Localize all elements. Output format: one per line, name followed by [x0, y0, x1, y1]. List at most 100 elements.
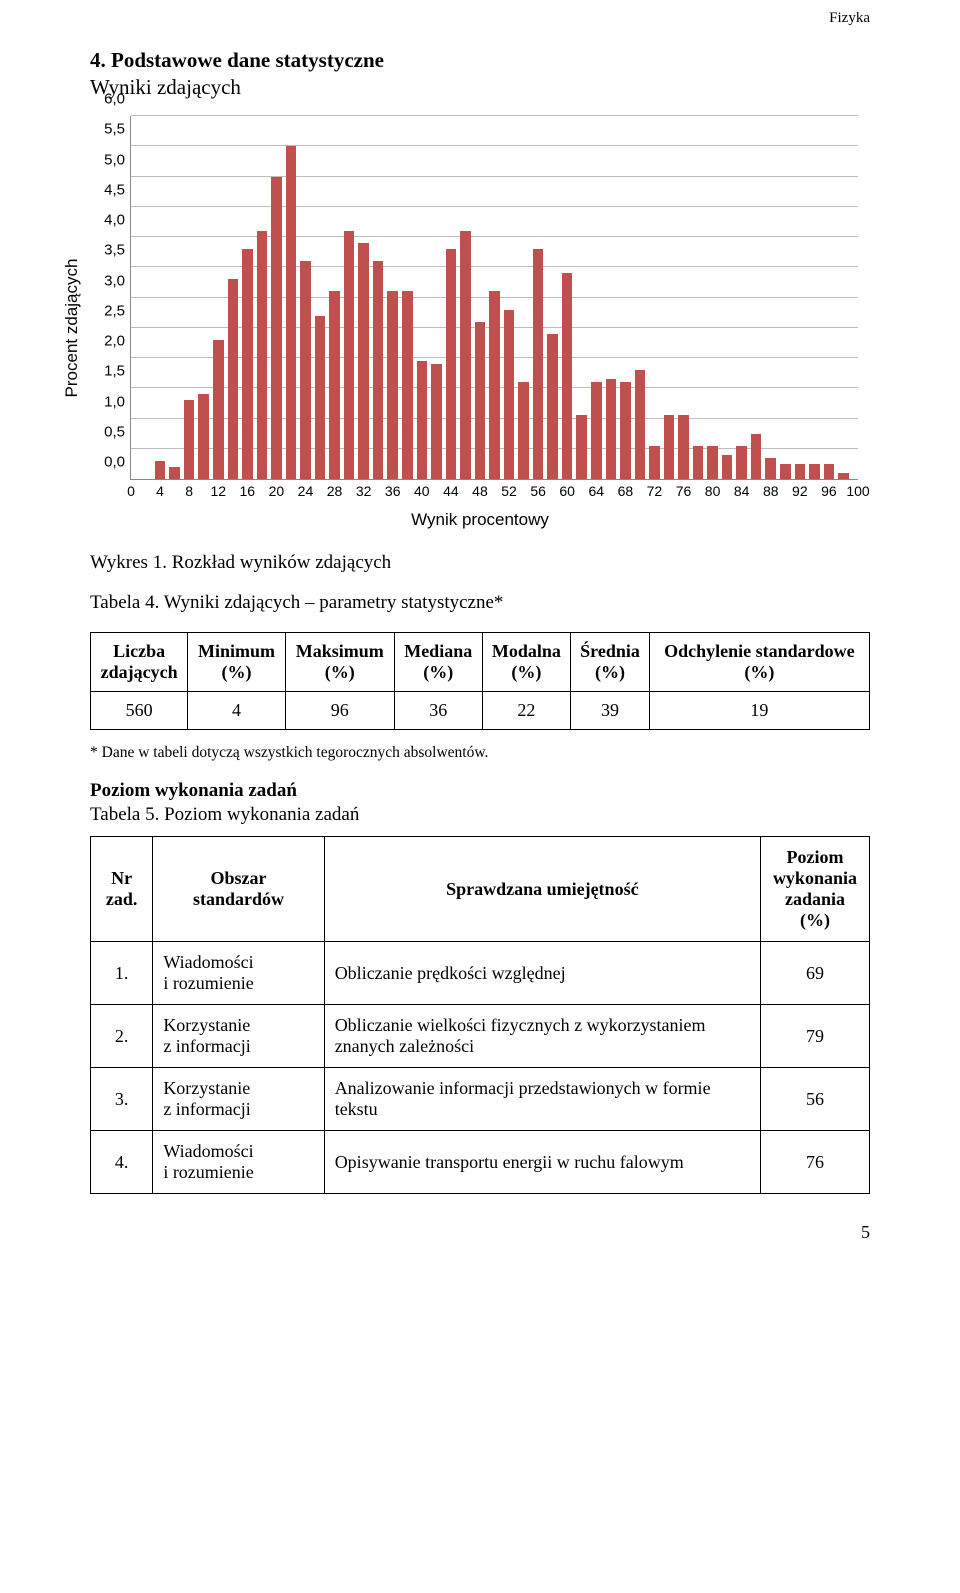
x-tick-label: 24 [298, 479, 314, 499]
chart-bar [765, 458, 776, 479]
chart-bar [824, 464, 835, 479]
chart-bar [373, 261, 384, 479]
task-percent-cell: 76 [760, 1131, 869, 1194]
chart-bar [518, 382, 529, 479]
task-skill-cell: Analizowanie informacji przedstawionych … [324, 1068, 760, 1131]
table5-header-cell: Nrzad. [91, 837, 153, 942]
chart-bar [475, 322, 486, 479]
chart-bar [387, 291, 398, 479]
x-tick-label: 76 [676, 479, 692, 499]
chart-bar [649, 446, 660, 479]
chart-bar [228, 279, 239, 479]
table5-header-cell: Sprawdzana umiejętność [324, 837, 760, 942]
x-tick-label: 72 [647, 479, 663, 499]
chart-bar [606, 379, 617, 479]
x-tick-label: 56 [530, 479, 546, 499]
chart-bar [358, 243, 369, 479]
y-tick-label: 0,0 [104, 454, 131, 471]
chart-bar [533, 249, 544, 479]
chart-bar [242, 249, 253, 479]
x-tick-label: 96 [821, 479, 837, 499]
table5-caption: Tabela 5. Poziom wykonania zadań [90, 804, 870, 826]
table-row: 2.Korzystaniez informacjiObliczanie wiel… [91, 1005, 870, 1068]
section-heading: 4. Podstawowe dane statystyczne [90, 48, 870, 73]
chart-bar [751, 434, 762, 479]
page: Fizyka 4. Podstawowe dane statystyczne W… [0, 0, 960, 1283]
chart-bar [707, 446, 718, 479]
x-tick-label: 8 [185, 479, 193, 499]
chart-bar [286, 146, 297, 479]
table-statistics: LiczbazdającychMinimum(%)Maksimum(%)Medi… [90, 632, 870, 730]
chart-bar [300, 261, 311, 479]
task-area-cell: Wiadomościi rozumienie [153, 1131, 324, 1194]
x-tick-label: 92 [792, 479, 808, 499]
chart-bar [344, 231, 355, 479]
x-tick-label: 84 [734, 479, 750, 499]
chart-bar [257, 231, 268, 479]
chart-bar [446, 249, 457, 479]
x-tick-label: 44 [443, 479, 459, 499]
table4-data-cell: 19 [649, 692, 869, 730]
x-tick-label: 40 [414, 479, 430, 499]
chart-bar [460, 231, 471, 479]
table5-header-cell: Obszar standardów [153, 837, 324, 942]
chart-bar [693, 446, 704, 479]
chart-bar [664, 415, 675, 479]
x-tick-label: 88 [763, 479, 779, 499]
x-tick-label: 32 [356, 479, 372, 499]
chart-bar [678, 415, 689, 479]
y-tick-label: 1,5 [104, 363, 131, 380]
chart-bar [213, 340, 224, 479]
task-skill-cell: Obliczanie prędkości względnej [324, 942, 760, 1005]
chart-bar [591, 382, 602, 479]
chart-bar [198, 394, 209, 479]
table4-header-cell: Minimum(%) [188, 633, 285, 692]
table4-data-cell: 39 [571, 692, 650, 730]
table5-header-cell: Poziomwykonaniazadania(%) [760, 837, 869, 942]
task-number-cell: 1. [91, 942, 153, 1005]
y-tick-label: 4,0 [104, 212, 131, 229]
task-percent-cell: 69 [760, 942, 869, 1005]
y-axis-label: Procent zdających [62, 259, 82, 398]
x-tick-label: 0 [127, 479, 135, 499]
chart-bar [722, 455, 733, 479]
table4-data-cell: 560 [91, 692, 188, 730]
chart-bar [504, 310, 515, 479]
chart-bar [315, 316, 326, 479]
task-number-cell: 4. [91, 1131, 153, 1194]
table4-header-cell: Mediana(%) [394, 633, 482, 692]
y-tick-label: 5,0 [104, 151, 131, 168]
x-tick-label: 20 [269, 479, 285, 499]
y-tick-label: 2,0 [104, 333, 131, 350]
chart-bar [431, 364, 442, 479]
chart-bar [795, 464, 806, 479]
task-area-cell: Korzystaniez informacji [153, 1005, 324, 1068]
table-row: 1.Wiadomościi rozumienieObliczanie prędk… [91, 942, 870, 1005]
y-tick-label: 3,0 [104, 272, 131, 289]
table4-data-cell: 22 [482, 692, 571, 730]
table4-header-cell: Odchylenie standardowe(%) [649, 633, 869, 692]
table-row: 3.Korzystaniez informacjiAnalizowanie in… [91, 1068, 870, 1131]
chart-bar [809, 464, 820, 479]
table4-header-cell: Modalna(%) [482, 633, 571, 692]
table4-header-cell: Maksimum(%) [285, 633, 394, 692]
table-tasks: Nrzad.Obszar standardówSprawdzana umieję… [90, 836, 870, 1194]
task-area-cell: Korzystaniez informacji [153, 1068, 324, 1131]
y-tick-label: 6,0 [104, 91, 131, 108]
task-number-cell: 3. [91, 1068, 153, 1131]
x-tick-label: 16 [240, 479, 256, 499]
x-tick-label: 80 [705, 479, 721, 499]
x-tick-label: 52 [501, 479, 517, 499]
x-axis-label: Wynik procentowy [411, 510, 549, 530]
chart-bar [620, 382, 631, 479]
figure-caption: Wykres 1. Rozkład wyników zdających [90, 552, 870, 574]
x-tick-label: 60 [559, 479, 575, 499]
table4-data-cell: 4 [188, 692, 285, 730]
task-number-cell: 2. [91, 1005, 153, 1068]
chart-plot-area: 0,00,51,01,52,02,53,03,54,04,55,05,56,00… [130, 116, 858, 480]
task-percent-cell: 56 [760, 1068, 869, 1131]
chart-bar [169, 467, 180, 479]
table4-footnote: * Dane w tabeli dotyczą wszystkich tegor… [90, 744, 870, 762]
section-subheading: Wyniki zdających [90, 75, 870, 100]
chart-bar [329, 291, 340, 479]
